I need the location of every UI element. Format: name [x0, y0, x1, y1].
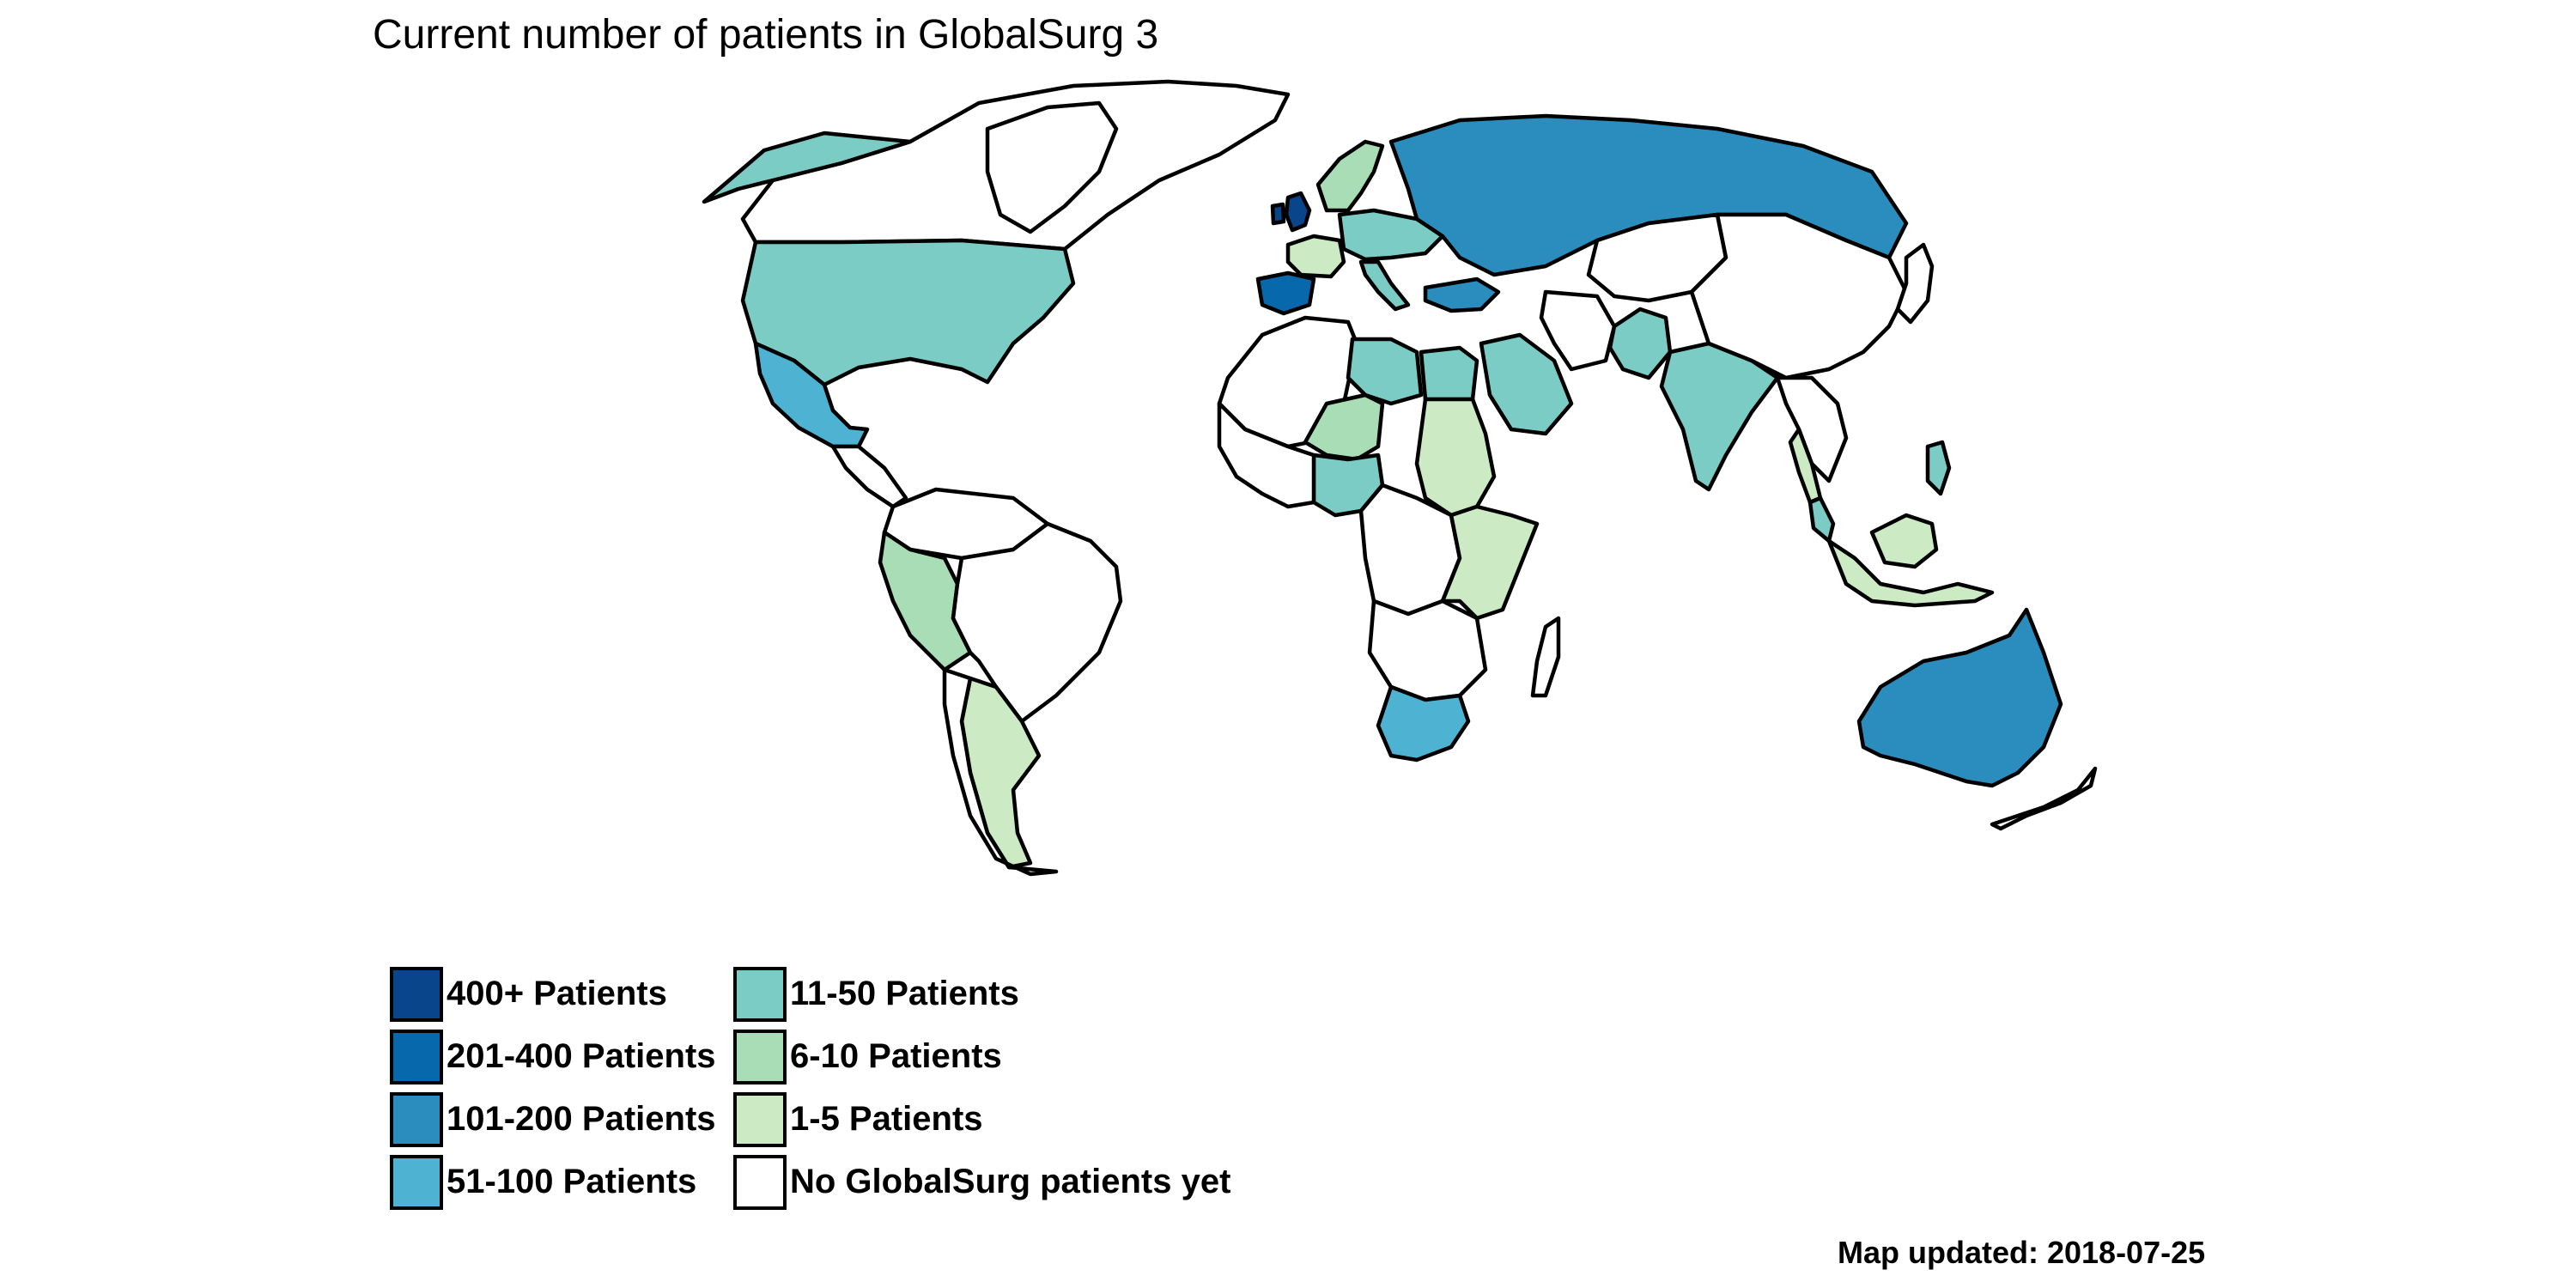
- map-updated-label: Map updated: 2018-07-25: [1838, 1235, 2206, 1270]
- region-malaysia: [1807, 495, 1836, 544]
- legend-swatch: [733, 1091, 787, 1147]
- region-saudi-arabia: [1479, 332, 1574, 436]
- region-new-zealand: [1990, 766, 2098, 831]
- legend-swatch: [733, 1029, 787, 1084]
- legend-item-201-400: 201-400 Patients: [390, 1025, 733, 1088]
- legend-label: 1-5 Patients: [790, 1100, 983, 1138]
- legend-label: 11-50 Patients: [790, 975, 1019, 1012]
- region-turkey: [1423, 276, 1501, 313]
- legend-swatch: [390, 966, 443, 1022]
- region-central-europe: [1337, 208, 1445, 262]
- region-indonesia: [1826, 538, 1995, 608]
- region-southern-africa: [1367, 598, 1488, 702]
- region-brazil: [951, 521, 1123, 724]
- region-borneo: [1869, 513, 1939, 569]
- region-southeast-asia: [1775, 375, 1849, 483]
- legend-label: 400+ Patients: [447, 975, 667, 1012]
- legend-item-51-100: 51-100 Patients: [390, 1151, 733, 1213]
- region-australia: [1856, 607, 2063, 788]
- legend-item-no-patients: No GlobalSurg patients yet: [733, 1151, 1230, 1213]
- region-scandinavia: [1315, 139, 1385, 213]
- legend-swatch: [733, 1154, 787, 1210]
- legend-item-11-50: 11-50 Patients: [733, 963, 1214, 1025]
- region-central-america: [830, 444, 908, 509]
- region-philippines: [1925, 440, 1952, 496]
- region-niger: [1303, 392, 1385, 462]
- region-china: [1689, 212, 1909, 380]
- region-sudan: [1414, 397, 1497, 518]
- legend-label: 101-200 Patients: [447, 1100, 716, 1138]
- legend-label: 201-400 Patients: [447, 1037, 716, 1075]
- region-japan: [1895, 242, 1935, 325]
- region-united-kingdom: [1284, 191, 1312, 233]
- legend-item-6-10: 6-10 Patients: [733, 1025, 1214, 1088]
- region-mexico: [753, 341, 870, 449]
- region-west-africa: [1217, 401, 1316, 509]
- legend-swatch: [390, 1091, 443, 1147]
- legend: 400+ Patients 11-50 Patients 201-400 Pat…: [390, 963, 1230, 1213]
- legend-label: No GlobalSurg patients yet: [790, 1163, 1231, 1200]
- region-france: [1285, 234, 1346, 279]
- region-greenland: [985, 100, 1119, 234]
- region-iran: [1539, 289, 1617, 372]
- legend-label: 51-100 Patients: [447, 1163, 697, 1200]
- legend-item-400-plus: 400+ Patients: [390, 963, 733, 1025]
- region-pakistan: [1607, 307, 1673, 380]
- region-libya: [1346, 337, 1424, 406]
- legend-swatch: [733, 966, 787, 1022]
- legend-label: 6-10 Patients: [790, 1037, 1002, 1075]
- legend-swatch: [390, 1154, 443, 1210]
- region-alaska: [702, 131, 913, 204]
- map-title: Current number of patients in GlobalSurg…: [373, 12, 1159, 58]
- region-south-africa: [1376, 684, 1471, 762]
- region-italy: [1358, 259, 1411, 312]
- legend-item-101-200: 101-200 Patients: [390, 1088, 733, 1151]
- region-ireland: [1270, 202, 1286, 226]
- legend-swatch: [390, 1029, 443, 1084]
- region-chile: [942, 667, 1059, 877]
- region-east-africa: [1440, 504, 1540, 621]
- region-spain: [1255, 270, 1316, 316]
- region-egypt: [1419, 345, 1479, 402]
- legend-item-1-5: 1-5 Patients: [733, 1088, 1214, 1151]
- region-madagascar: [1530, 616, 1561, 698]
